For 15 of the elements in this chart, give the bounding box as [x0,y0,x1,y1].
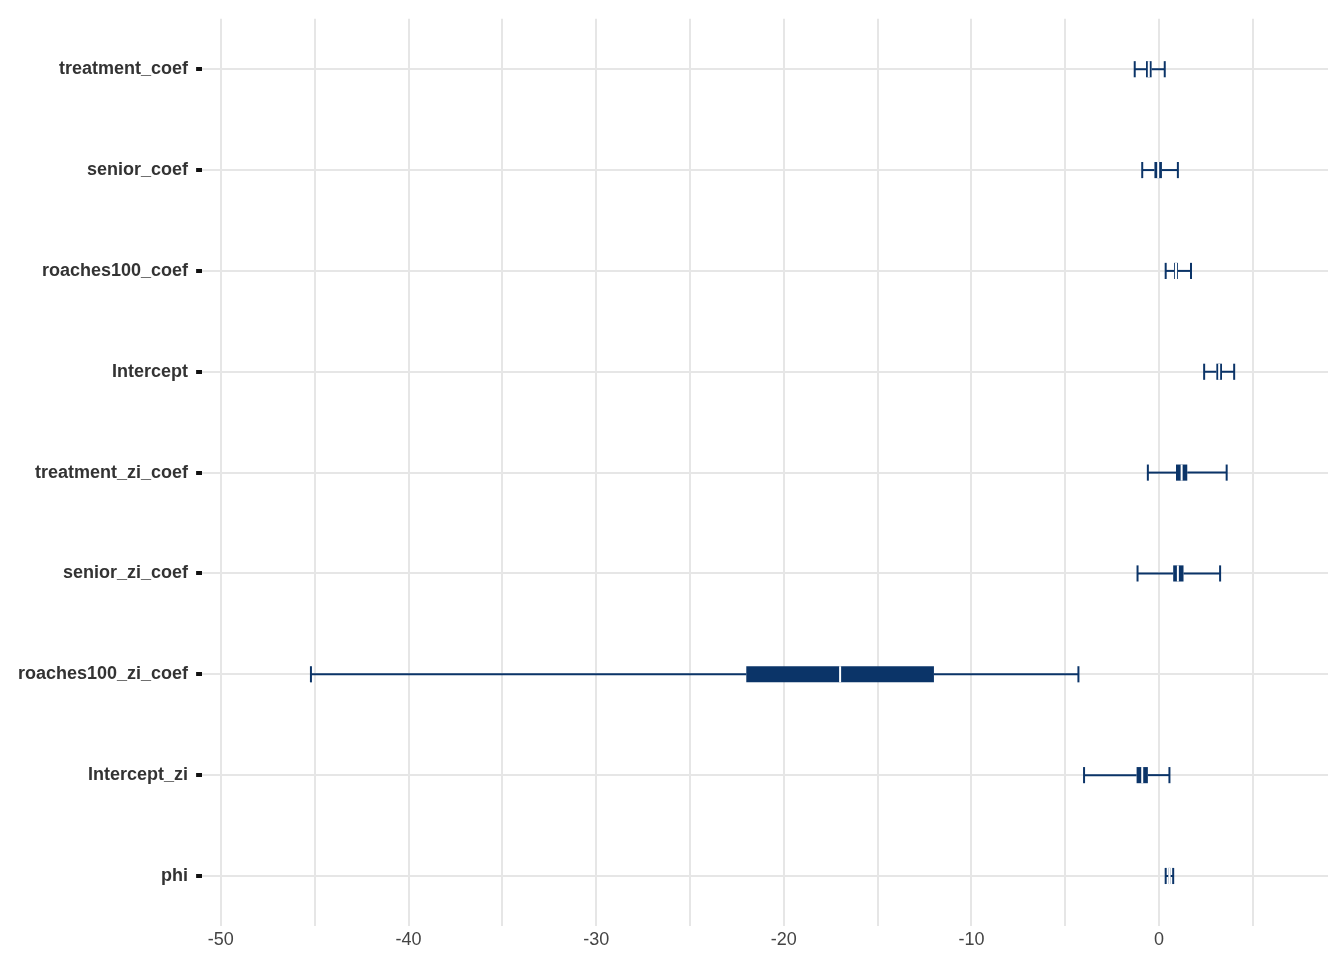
x-tick-label: -30 [583,929,610,950]
x-tick-label: -50 [207,929,234,950]
y-tick-label: senior_zi_coef [63,562,190,583]
y-tick-label: roaches100_zi_coef [17,663,190,684]
y-tick-label: phi [161,864,189,885]
x-tick-label: -10 [958,929,985,950]
y-tick-label: roaches100_coef [42,259,190,280]
x-tick-label: -20 [770,929,797,950]
x-tick-label: 0 [1154,929,1165,950]
x-tick-label: -40 [395,929,422,950]
y-tick-label: Intercept_zi [88,764,189,785]
y-tick-label: senior_coef [87,159,190,180]
y-tick-label: treatment_coef [59,58,190,79]
y-tick-label: Intercept [112,360,189,381]
y-tick-label: treatment_zi_coef [35,461,190,482]
